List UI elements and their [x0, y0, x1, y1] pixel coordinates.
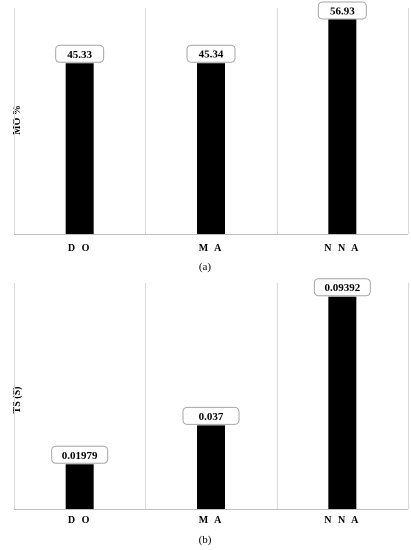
chart-a-ylabel: MO % [12, 105, 23, 135]
chart-a-bar-2 [328, 19, 357, 235]
chart-a-data-label-0: 45.33 [67, 49, 92, 61]
chart-a-tick-label-2: N N A [324, 243, 360, 254]
chart-b-data-label-1: 0.037 [199, 411, 224, 423]
chart-b-data-label-box-1 [182, 406, 240, 425]
chart-b-tick-label-1: M A [199, 515, 224, 526]
chart-a-tick-label-1: M A [199, 243, 224, 254]
chart-b-caption: (b) [199, 534, 212, 546]
chart-a-bar-1 [197, 63, 225, 235]
chart-a-caption: (a) [199, 261, 212, 273]
chart-a-marks: 45.33 D O 45.34 M A 56.93 N N A [14, 1, 409, 254]
chart-a-bar-0 [65, 63, 94, 234]
chart-b: TS (S) 0.01979 D O 0.037 M A 0.09392 N N A (b… [12, 278, 409, 546]
chart-b-bar-2 [328, 296, 357, 509]
chart-b-tick-label-2: N N A [324, 515, 360, 526]
chart-b-ylabel: TS (S) [12, 387, 23, 414]
chart-b-bar-0 [65, 464, 94, 509]
chart-b-bar-1 [197, 425, 225, 509]
chart-a-data-label-box-1 [186, 44, 236, 63]
chart-a-tick-label-0: D O [68, 243, 92, 254]
chart-b-data-label-box-2 [313, 278, 371, 297]
chart-a-data-label-box-2 [317, 1, 367, 20]
chart-b-data-label-0: 0.01979 [62, 450, 98, 462]
chart-a-data-label-2: 56.93 [330, 6, 355, 18]
chart-b-data-label-box-0 [51, 445, 109, 464]
chart-b-data-label-2: 0.09392 [324, 282, 360, 294]
chart-b-tick-label-0: D O [68, 515, 92, 526]
chart-a-data-label-1: 45.34 [199, 49, 224, 61]
chart-b-marks: 0.01979 D O 0.037 M A 0.09392 N N A [14, 278, 409, 526]
chart-a: MO % 45.33 D O 45.34 M A 56.93 N N A (a) [12, 1, 409, 273]
chart-a-data-label-box-0 [55, 44, 105, 63]
